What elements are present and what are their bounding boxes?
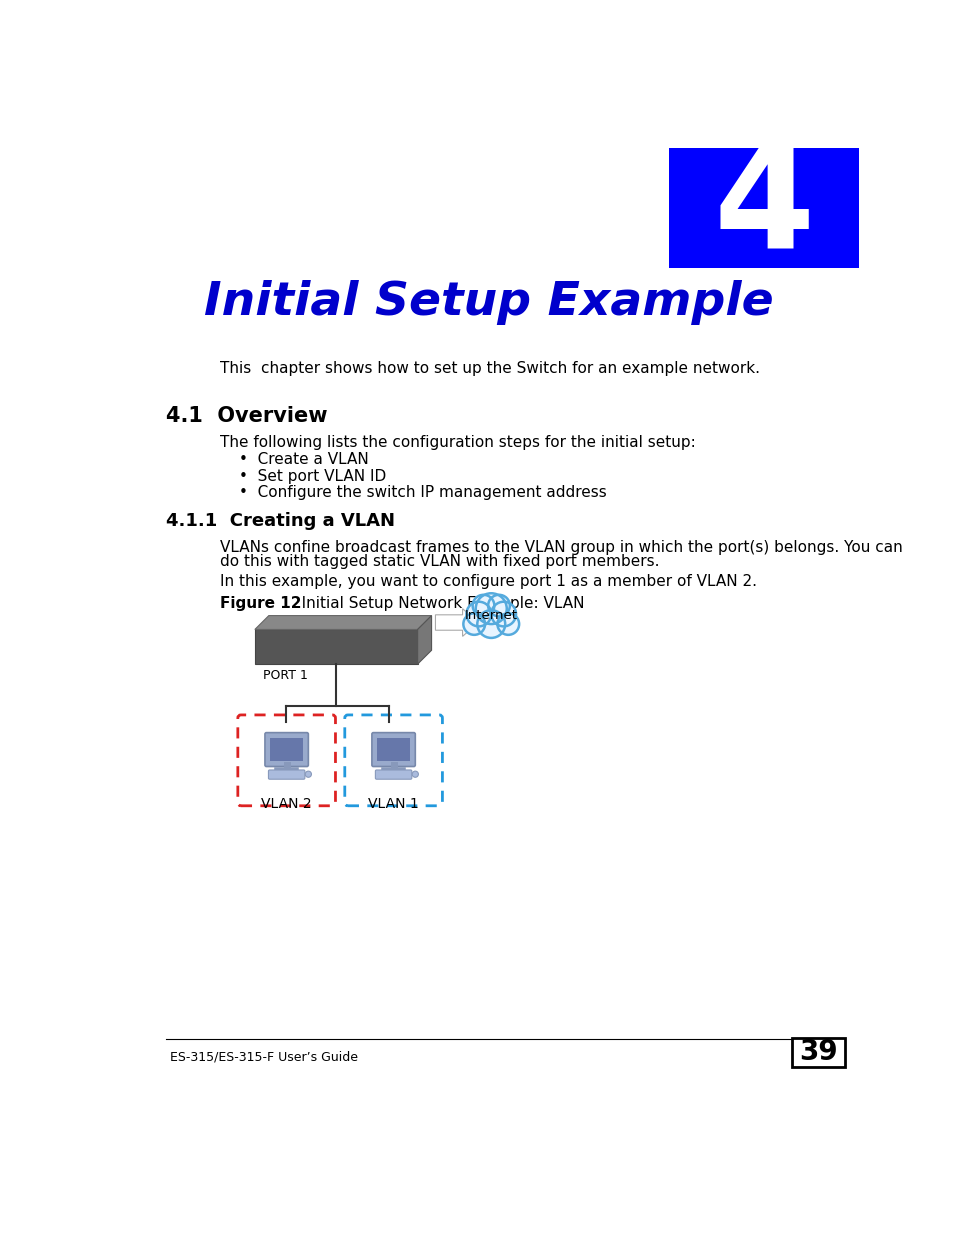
Text: 4.1.1  Creating a VLAN: 4.1.1 Creating a VLAN <box>166 513 395 530</box>
Text: VLANs confine broadcast frames to the VLAN group in which the port(s) belongs. Y: VLANs confine broadcast frames to the VL… <box>220 540 902 555</box>
Circle shape <box>491 601 516 626</box>
Text: Initial Setup Example: Initial Setup Example <box>204 279 773 325</box>
Bar <box>270 739 303 761</box>
FancyBboxPatch shape <box>237 715 335 805</box>
Text: PORT 1: PORT 1 <box>263 669 308 683</box>
Circle shape <box>488 595 509 616</box>
Circle shape <box>412 771 418 777</box>
Circle shape <box>497 614 518 635</box>
Bar <box>791 1037 843 1067</box>
Polygon shape <box>254 615 431 630</box>
Text: This  chapter shows how to set up the Switch for an example network.: This chapter shows how to set up the Swi… <box>220 362 760 377</box>
Circle shape <box>474 599 508 632</box>
Text: 4.1  Overview: 4.1 Overview <box>166 406 327 426</box>
FancyBboxPatch shape <box>344 715 442 805</box>
FancyBboxPatch shape <box>375 769 412 779</box>
Circle shape <box>305 771 311 777</box>
Text: 39: 39 <box>799 1039 837 1066</box>
Polygon shape <box>254 630 417 664</box>
Text: In this example, you want to configure port 1 as a member of VLAN 2.: In this example, you want to configure p… <box>220 574 757 589</box>
Circle shape <box>476 593 506 624</box>
Circle shape <box>472 595 494 616</box>
Circle shape <box>476 610 505 638</box>
Text: •  Set port VLAN ID: • Set port VLAN ID <box>239 468 386 484</box>
Circle shape <box>466 601 491 626</box>
FancyBboxPatch shape <box>268 769 305 779</box>
Text: •  Create a VLAN: • Create a VLAN <box>239 452 369 467</box>
Text: VLAN 1: VLAN 1 <box>368 797 418 810</box>
FancyBboxPatch shape <box>265 732 308 767</box>
Text: The following lists the configuration steps for the initial setup:: The following lists the configuration st… <box>220 436 695 451</box>
Polygon shape <box>417 615 431 664</box>
Text: do this with tagged static VLAN with fixed port members.: do this with tagged static VLAN with fix… <box>220 555 659 569</box>
Text: 4: 4 <box>713 137 814 278</box>
Bar <box>377 739 410 761</box>
FancyBboxPatch shape <box>372 732 415 767</box>
Polygon shape <box>435 609 477 636</box>
Text: VLAN 2: VLAN 2 <box>261 797 312 810</box>
Text: Initial Setup Network Example: VLAN: Initial Setup Network Example: VLAN <box>286 597 583 611</box>
Text: ES-315/ES-315-F User’s Guide: ES-315/ES-315-F User’s Guide <box>170 1051 357 1063</box>
Bar <box>669 148 858 268</box>
Text: •  Configure the switch IP management address: • Configure the switch IP management add… <box>239 484 606 500</box>
Circle shape <box>463 614 484 635</box>
Text: Internet: Internet <box>464 609 517 622</box>
Text: Figure 12: Figure 12 <box>220 597 301 611</box>
